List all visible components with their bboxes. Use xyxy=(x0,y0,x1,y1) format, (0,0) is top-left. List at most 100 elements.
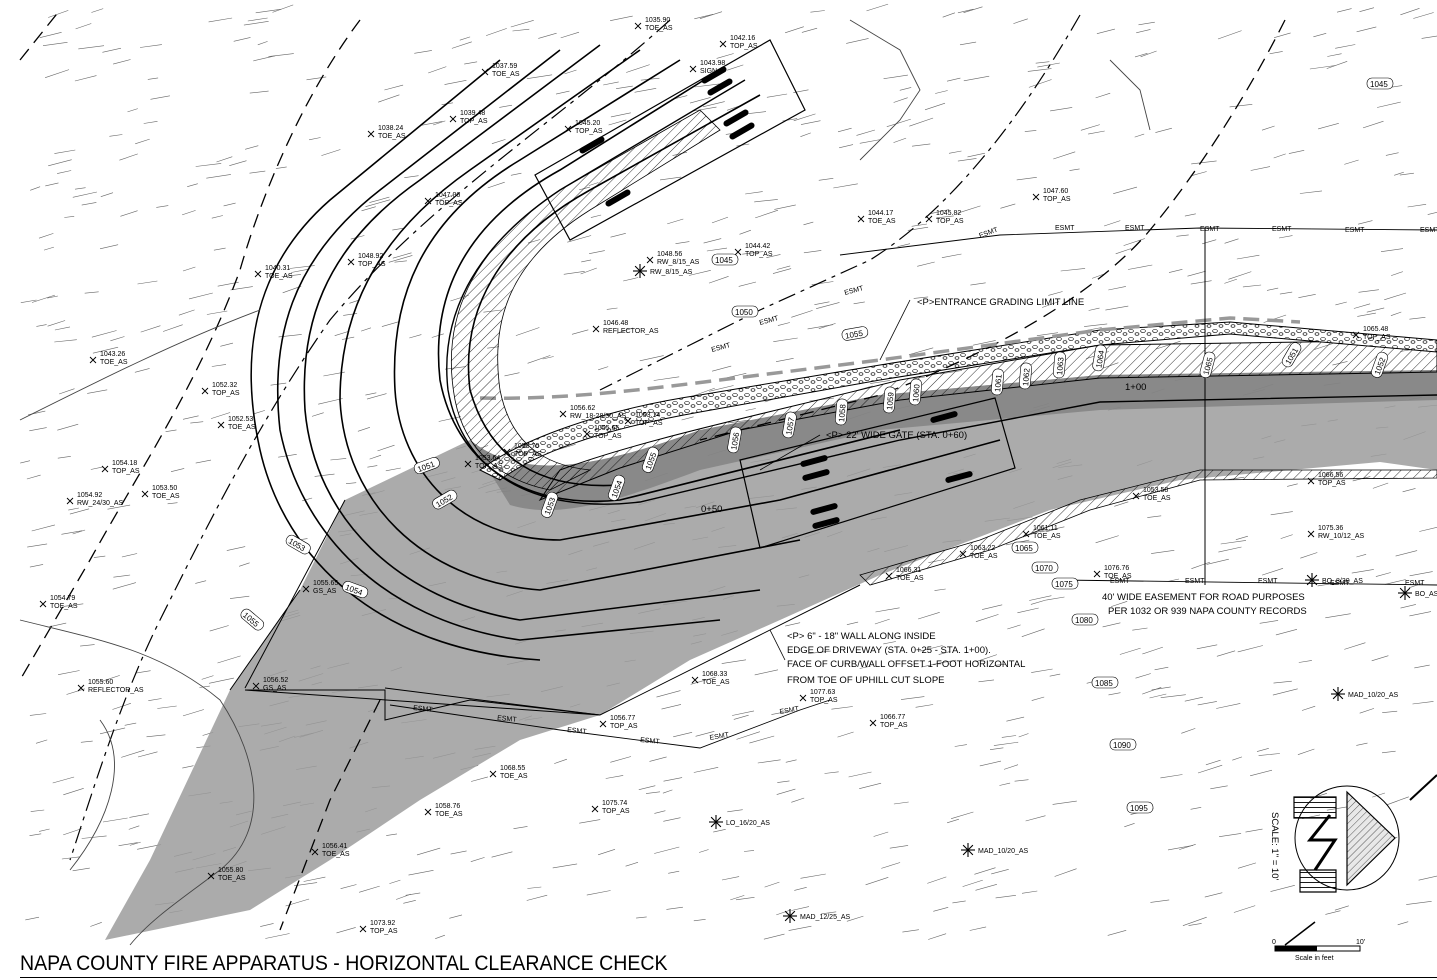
slope-mark xyxy=(369,454,382,460)
slope-mark xyxy=(1357,312,1376,317)
slope-mark xyxy=(1375,572,1391,577)
slope-mark xyxy=(1391,271,1403,276)
slope-mark xyxy=(824,771,839,774)
callout-leaders xyxy=(759,299,911,661)
slope-mark xyxy=(66,688,85,695)
slope-mark xyxy=(211,215,223,219)
slope-mark xyxy=(1031,668,1053,673)
contour-label-box xyxy=(413,457,440,475)
slope-mark xyxy=(513,826,528,829)
slope-mark xyxy=(81,202,97,206)
slope-mark xyxy=(100,192,114,197)
slope-mark xyxy=(178,309,195,316)
slope-mark xyxy=(811,281,834,285)
slope-mark xyxy=(436,193,457,202)
slope-mark xyxy=(81,835,107,839)
scale-caption: Scale in feet xyxy=(1295,955,1334,962)
slope-mark xyxy=(389,879,401,884)
spot-elevation-code: TOP_AS xyxy=(112,468,140,475)
slope-mark xyxy=(709,385,734,392)
slope-mark xyxy=(743,850,755,852)
slope-mark xyxy=(403,900,416,904)
spot-marker xyxy=(592,325,600,333)
spot-marker xyxy=(857,215,865,223)
spot-elevation-code: TOE_AS xyxy=(492,71,520,78)
slope-mark xyxy=(791,906,810,911)
contour-label-box xyxy=(1011,541,1039,554)
slope-mark xyxy=(208,677,234,684)
tree-icon-stroke xyxy=(784,910,791,917)
slope-mark xyxy=(107,504,131,510)
slope-mark xyxy=(766,254,781,258)
slope-mark xyxy=(378,94,400,103)
slope-mark xyxy=(405,892,421,896)
spot-elevation-code: TOE_AS xyxy=(265,273,293,280)
slope-mark xyxy=(1418,875,1437,881)
spot-elevation-value: 1035.90 xyxy=(645,17,670,24)
spot-marker xyxy=(1132,492,1140,500)
contour-label: 1075 xyxy=(1051,577,1079,590)
spot-marker xyxy=(77,684,85,692)
slope-mark xyxy=(1132,627,1148,631)
contour-label: 1064 xyxy=(1092,344,1107,372)
slope-mark xyxy=(975,614,999,622)
slope-mark xyxy=(499,104,513,108)
spot-elevation-code: TOE_AS xyxy=(868,218,896,225)
slope-mark xyxy=(229,595,250,599)
slope-mark xyxy=(564,69,577,75)
slope-mark xyxy=(31,294,55,303)
spot-elevation-value: 1043.98 xyxy=(700,60,725,67)
tree-icon-stroke xyxy=(1332,693,1339,700)
contour-label-text: 1059 xyxy=(885,391,896,410)
slope-mark xyxy=(859,782,882,789)
slope-mark xyxy=(1216,650,1236,657)
slope-mark xyxy=(1242,284,1262,288)
slope-mark xyxy=(249,90,269,94)
slope-mark xyxy=(661,704,682,710)
slope-mark xyxy=(917,261,935,267)
spot-elevation-code: RW_8/15_AS xyxy=(657,259,700,266)
slope-mark xyxy=(688,270,711,276)
spot-elevation-code: GS_AS xyxy=(313,588,337,595)
slope-mark xyxy=(1279,291,1293,295)
slope-mark xyxy=(409,334,422,339)
slope-mark xyxy=(1288,150,1305,154)
slope-mark xyxy=(220,342,234,347)
spot-marker xyxy=(559,410,567,418)
slope-mark xyxy=(510,20,534,28)
slope-mark xyxy=(1400,8,1420,16)
contour-label-box xyxy=(711,253,739,266)
slope-mark xyxy=(112,703,131,710)
slope-mark xyxy=(645,791,661,794)
slope-mark xyxy=(124,722,137,726)
tree-icon-stroke xyxy=(1404,587,1411,594)
contour-label: 1085 xyxy=(1091,676,1119,689)
spot-marker xyxy=(464,460,472,468)
slope-mark xyxy=(776,909,791,916)
slope-mark xyxy=(345,482,357,484)
spot-elevation-code: TOP_AS xyxy=(370,928,398,935)
slope-mark xyxy=(1160,694,1186,698)
contour-label-text: 1080 xyxy=(1075,616,1093,625)
spot-marker xyxy=(39,600,47,608)
slope-mark xyxy=(1111,601,1128,607)
spot-elevation-value: 1040.31 xyxy=(265,265,290,272)
slope-mark xyxy=(486,28,507,36)
slope-mark xyxy=(253,55,276,62)
slope-mark xyxy=(109,134,123,137)
slope-mark xyxy=(90,466,103,470)
slope-mark xyxy=(610,756,632,763)
esmt-label: ESMT xyxy=(1200,226,1220,233)
contour-label: 1090 xyxy=(1109,738,1137,751)
tree-icon-stroke xyxy=(784,915,791,922)
slope-mark xyxy=(392,252,412,259)
slope-mark xyxy=(656,690,681,698)
esmt-label: ESMT xyxy=(497,715,518,724)
fire-apparatus-lower xyxy=(739,397,1016,549)
slope-mark xyxy=(911,143,931,147)
spot-marker xyxy=(599,720,607,728)
